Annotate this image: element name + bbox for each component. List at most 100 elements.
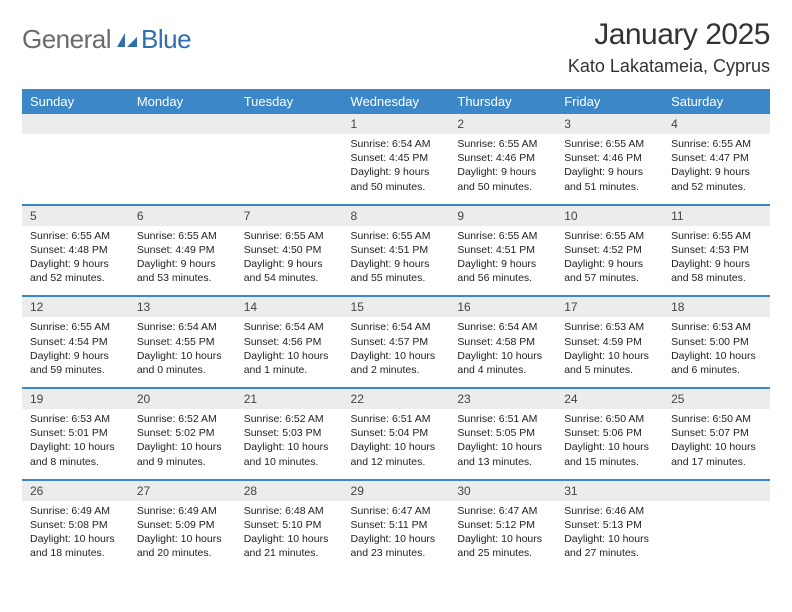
sunset-text: Sunset: 5:05 PM bbox=[457, 426, 548, 440]
daylight-text-2: and 21 minutes. bbox=[244, 546, 335, 560]
sunset-text: Sunset: 4:51 PM bbox=[351, 243, 442, 257]
sunset-text: Sunset: 4:45 PM bbox=[351, 151, 442, 165]
daylight-text-2: and 51 minutes. bbox=[564, 180, 655, 194]
daynum-row: 19202122232425 bbox=[22, 389, 770, 409]
sunrise-text: Sunrise: 6:55 AM bbox=[244, 229, 335, 243]
daylight-text-1: Daylight: 9 hours bbox=[457, 165, 548, 179]
daylight-text-2: and 1 minute. bbox=[244, 363, 335, 377]
sunset-text: Sunset: 4:57 PM bbox=[351, 335, 442, 349]
daynum-cell: 1 bbox=[343, 114, 450, 134]
calendar-table: SundayMondayTuesdayWednesdayThursdayFrid… bbox=[22, 89, 770, 570]
daylight-text-2: and 4 minutes. bbox=[457, 363, 548, 377]
day-body-cell: Sunrise: 6:55 AMSunset: 4:52 PMDaylight:… bbox=[556, 226, 663, 296]
sunrise-text: Sunrise: 6:50 AM bbox=[564, 412, 655, 426]
sunrise-text: Sunrise: 6:51 AM bbox=[351, 412, 442, 426]
dow-header-cell: Saturday bbox=[663, 89, 770, 114]
daynum-cell: 8 bbox=[343, 206, 450, 226]
daynum-cell: 30 bbox=[449, 481, 556, 501]
sunrise-text: Sunrise: 6:54 AM bbox=[457, 320, 548, 334]
brand-logo: General Blue bbox=[22, 24, 191, 55]
daylight-text-1: Daylight: 10 hours bbox=[457, 532, 548, 546]
sunset-text: Sunset: 4:47 PM bbox=[671, 151, 762, 165]
sunset-text: Sunset: 4:51 PM bbox=[457, 243, 548, 257]
day-body-cell: Sunrise: 6:55 AMSunset: 4:51 PMDaylight:… bbox=[343, 226, 450, 296]
daylight-text-1: Daylight: 10 hours bbox=[30, 532, 121, 546]
daylight-text-2: and 50 minutes. bbox=[457, 180, 548, 194]
daylight-text-1: Daylight: 9 hours bbox=[564, 257, 655, 271]
day-body-cell: Sunrise: 6:47 AMSunset: 5:12 PMDaylight:… bbox=[449, 501, 556, 571]
sunrise-text: Sunrise: 6:54 AM bbox=[351, 137, 442, 151]
day-body-cell bbox=[22, 134, 129, 204]
daylight-text-1: Daylight: 10 hours bbox=[457, 349, 548, 363]
dow-header-cell: Wednesday bbox=[343, 89, 450, 114]
daylight-text-1: Daylight: 9 hours bbox=[564, 165, 655, 179]
sunrise-text: Sunrise: 6:54 AM bbox=[351, 320, 442, 334]
sunrise-text: Sunrise: 6:55 AM bbox=[564, 229, 655, 243]
daylight-text-1: Daylight: 9 hours bbox=[244, 257, 335, 271]
daylight-text-2: and 20 minutes. bbox=[137, 546, 228, 560]
daylight-text-2: and 59 minutes. bbox=[30, 363, 121, 377]
sunset-text: Sunset: 4:50 PM bbox=[244, 243, 335, 257]
sunrise-text: Sunrise: 6:47 AM bbox=[457, 504, 548, 518]
day-body-cell: Sunrise: 6:51 AMSunset: 5:05 PMDaylight:… bbox=[449, 409, 556, 479]
daylight-text-1: Daylight: 10 hours bbox=[244, 440, 335, 454]
sunset-text: Sunset: 4:55 PM bbox=[137, 335, 228, 349]
sunset-text: Sunset: 5:03 PM bbox=[244, 426, 335, 440]
sunrise-text: Sunrise: 6:53 AM bbox=[671, 320, 762, 334]
daylight-text-2: and 2 minutes. bbox=[351, 363, 442, 377]
daylight-text-2: and 23 minutes. bbox=[351, 546, 442, 560]
day-body-cell: Sunrise: 6:52 AMSunset: 5:02 PMDaylight:… bbox=[129, 409, 236, 479]
daynum-cell: 24 bbox=[556, 389, 663, 409]
daynum-cell: 31 bbox=[556, 481, 663, 501]
sunset-text: Sunset: 4:46 PM bbox=[564, 151, 655, 165]
day-body-cell bbox=[236, 134, 343, 204]
dow-header-cell: Monday bbox=[129, 89, 236, 114]
daylight-text-2: and 52 minutes. bbox=[30, 271, 121, 285]
sunset-text: Sunset: 4:56 PM bbox=[244, 335, 335, 349]
day-body-cell: Sunrise: 6:55 AMSunset: 4:54 PMDaylight:… bbox=[22, 317, 129, 387]
daynum-cell bbox=[663, 481, 770, 501]
sunrise-text: Sunrise: 6:55 AM bbox=[30, 320, 121, 334]
sunrise-text: Sunrise: 6:51 AM bbox=[457, 412, 548, 426]
day-body-cell: Sunrise: 6:55 AMSunset: 4:51 PMDaylight:… bbox=[449, 226, 556, 296]
daylight-text-1: Daylight: 10 hours bbox=[351, 440, 442, 454]
sunrise-text: Sunrise: 6:49 AM bbox=[137, 504, 228, 518]
day-body-cell: Sunrise: 6:51 AMSunset: 5:04 PMDaylight:… bbox=[343, 409, 450, 479]
daylight-text-1: Daylight: 9 hours bbox=[137, 257, 228, 271]
daylight-text-2: and 27 minutes. bbox=[564, 546, 655, 560]
day-body-cell: Sunrise: 6:55 AMSunset: 4:50 PMDaylight:… bbox=[236, 226, 343, 296]
daylight-text-1: Daylight: 10 hours bbox=[564, 532, 655, 546]
sail-icon bbox=[115, 31, 139, 49]
daynum-cell: 25 bbox=[663, 389, 770, 409]
page-header: General Blue January 2025 Kato Lakatamei… bbox=[22, 18, 770, 77]
daylight-text-1: Daylight: 10 hours bbox=[244, 349, 335, 363]
daynum-row: 12131415161718 bbox=[22, 297, 770, 317]
sunset-text: Sunset: 4:49 PM bbox=[137, 243, 228, 257]
sunrise-text: Sunrise: 6:52 AM bbox=[137, 412, 228, 426]
brand-text-1: General bbox=[22, 24, 111, 55]
dow-header-cell: Friday bbox=[556, 89, 663, 114]
sunset-text: Sunset: 4:59 PM bbox=[564, 335, 655, 349]
day-body-cell: Sunrise: 6:55 AMSunset: 4:49 PMDaylight:… bbox=[129, 226, 236, 296]
sunset-text: Sunset: 5:09 PM bbox=[137, 518, 228, 532]
day-body-cell: Sunrise: 6:49 AMSunset: 5:09 PMDaylight:… bbox=[129, 501, 236, 571]
daylight-text-2: and 17 minutes. bbox=[671, 455, 762, 469]
day-body-cell: Sunrise: 6:48 AMSunset: 5:10 PMDaylight:… bbox=[236, 501, 343, 571]
daylight-text-1: Daylight: 10 hours bbox=[137, 440, 228, 454]
day-body-cell: Sunrise: 6:53 AMSunset: 5:01 PMDaylight:… bbox=[22, 409, 129, 479]
day-body-row: Sunrise: 6:54 AMSunset: 4:45 PM Daylight:… bbox=[22, 134, 770, 204]
title-block: January 2025 Kato Lakatameia, Cyprus bbox=[568, 18, 770, 77]
day-body-cell bbox=[129, 134, 236, 204]
daynum-cell: 28 bbox=[236, 481, 343, 501]
day-body-cell: Sunrise: 6:54 AMSunset: 4:57 PMDaylight:… bbox=[343, 317, 450, 387]
daynum-cell: 29 bbox=[343, 481, 450, 501]
sunset-text: Sunset: 5:12 PM bbox=[457, 518, 548, 532]
daynum-cell: 11 bbox=[663, 206, 770, 226]
daynum-cell: 7 bbox=[236, 206, 343, 226]
daylight-text-2: and 12 minutes. bbox=[351, 455, 442, 469]
daylight-text-2: and 52 minutes. bbox=[671, 180, 762, 194]
sunset-text: Sunset: 4:53 PM bbox=[671, 243, 762, 257]
daynum-cell: 13 bbox=[129, 297, 236, 317]
daylight-text-2: and 55 minutes. bbox=[351, 271, 442, 285]
day-body-cell: Sunrise: 6:50 AMSunset: 5:06 PMDaylight:… bbox=[556, 409, 663, 479]
